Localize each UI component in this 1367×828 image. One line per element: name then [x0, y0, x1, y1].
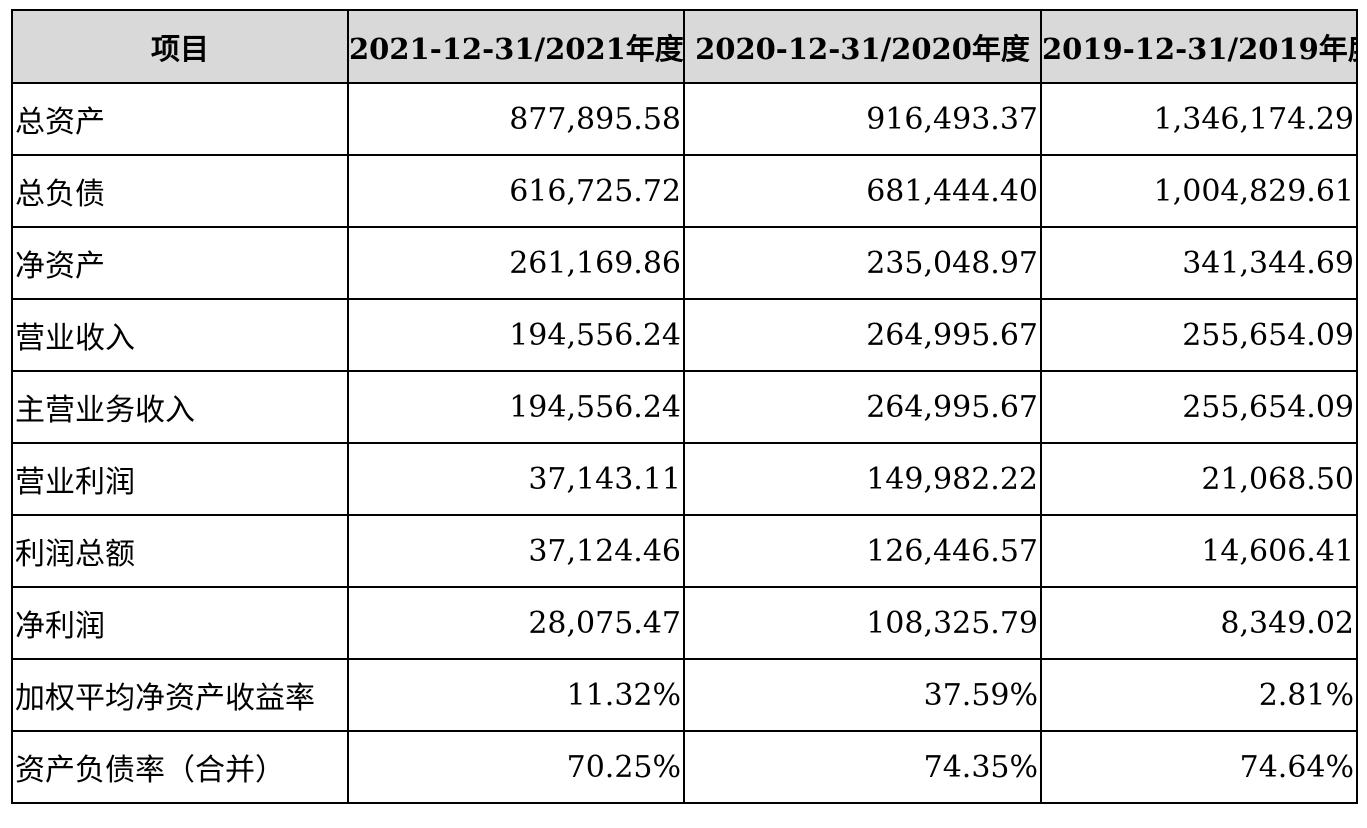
row-label: 营业利润	[11, 442, 349, 516]
cell-2019: 8,349.02	[1040, 586, 1358, 660]
cell-2021: 11.32%	[347, 658, 685, 732]
row-label: 营业收入	[11, 298, 349, 372]
cell-2021: 877,895.58	[347, 82, 685, 156]
cell-2020: 264,995.67	[683, 370, 1042, 444]
cell-2020: 108,325.79	[683, 586, 1042, 660]
row-label: 净利润	[11, 586, 349, 660]
table-row: 加权平均净资产收益率 11.32% 37.59% 2.81%	[11, 658, 1358, 732]
row-label: 利润总额	[11, 514, 349, 588]
cell-2021: 37,143.11	[347, 442, 685, 516]
table-row: 净利润 28,075.47 108,325.79 8,349.02	[11, 586, 1358, 660]
table-row: 总资产 877,895.58 916,493.37 1,346,174.29	[11, 82, 1358, 156]
cell-2019: 341,344.69	[1040, 226, 1358, 300]
financial-summary-table: 项目 2021-12-31/2021年度 2020-12-31/2020年度 2…	[11, 9, 1358, 804]
table-row: 营业利润 37,143.11 149,982.22 21,068.50	[11, 442, 1358, 516]
cell-2020: 74.35%	[683, 730, 1042, 804]
row-label: 总资产	[11, 82, 349, 156]
header-2019: 2019-12-31/2019年度	[1040, 9, 1358, 84]
header-2020: 2020-12-31/2020年度	[683, 9, 1042, 84]
cell-2019: 1,346,174.29	[1040, 82, 1358, 156]
table-row: 资产负债率（合并） 70.25% 74.35% 74.64%	[11, 730, 1358, 804]
cell-2020: 916,493.37	[683, 82, 1042, 156]
cell-2021: 194,556.24	[347, 370, 685, 444]
cell-2021: 37,124.46	[347, 514, 685, 588]
row-label: 净资产	[11, 226, 349, 300]
cell-2019: 1,004,829.61	[1040, 154, 1358, 228]
cell-2019: 21,068.50	[1040, 442, 1358, 516]
row-label: 总负债	[11, 154, 349, 228]
cell-2020: 149,982.22	[683, 442, 1042, 516]
cell-2021: 261,169.86	[347, 226, 685, 300]
cell-2021: 70.25%	[347, 730, 685, 804]
cell-2020: 264,995.67	[683, 298, 1042, 372]
table-row: 利润总额 37,124.46 126,446.57 14,606.41	[11, 514, 1358, 588]
cell-2019: 255,654.09	[1040, 370, 1358, 444]
row-label: 资产负债率（合并）	[11, 730, 349, 804]
table-row: 净资产 261,169.86 235,048.97 341,344.69	[11, 226, 1358, 300]
table-header-row: 项目 2021-12-31/2021年度 2020-12-31/2020年度 2…	[11, 9, 1358, 84]
cell-2019: 14,606.41	[1040, 514, 1358, 588]
row-label: 主营业务收入	[11, 370, 349, 444]
table-row: 总负债 616,725.72 681,444.40 1,004,829.61	[11, 154, 1358, 228]
cell-2019: 74.64%	[1040, 730, 1358, 804]
table-row: 营业收入 194,556.24 264,995.67 255,654.09	[11, 298, 1358, 372]
cell-2020: 126,446.57	[683, 514, 1042, 588]
cell-2020: 681,444.40	[683, 154, 1042, 228]
cell-2019: 255,654.09	[1040, 298, 1358, 372]
row-label: 加权平均净资产收益率	[11, 658, 349, 732]
header-item: 项目	[11, 9, 349, 84]
cell-2021: 28,075.47	[347, 586, 685, 660]
cell-2019: 2.81%	[1040, 658, 1358, 732]
cell-2021: 194,556.24	[347, 298, 685, 372]
table-row: 主营业务收入 194,556.24 264,995.67 255,654.09	[11, 370, 1358, 444]
cell-2020: 37.59%	[683, 658, 1042, 732]
header-2021: 2021-12-31/2021年度	[347, 9, 685, 84]
cell-2021: 616,725.72	[347, 154, 685, 228]
cell-2020: 235,048.97	[683, 226, 1042, 300]
